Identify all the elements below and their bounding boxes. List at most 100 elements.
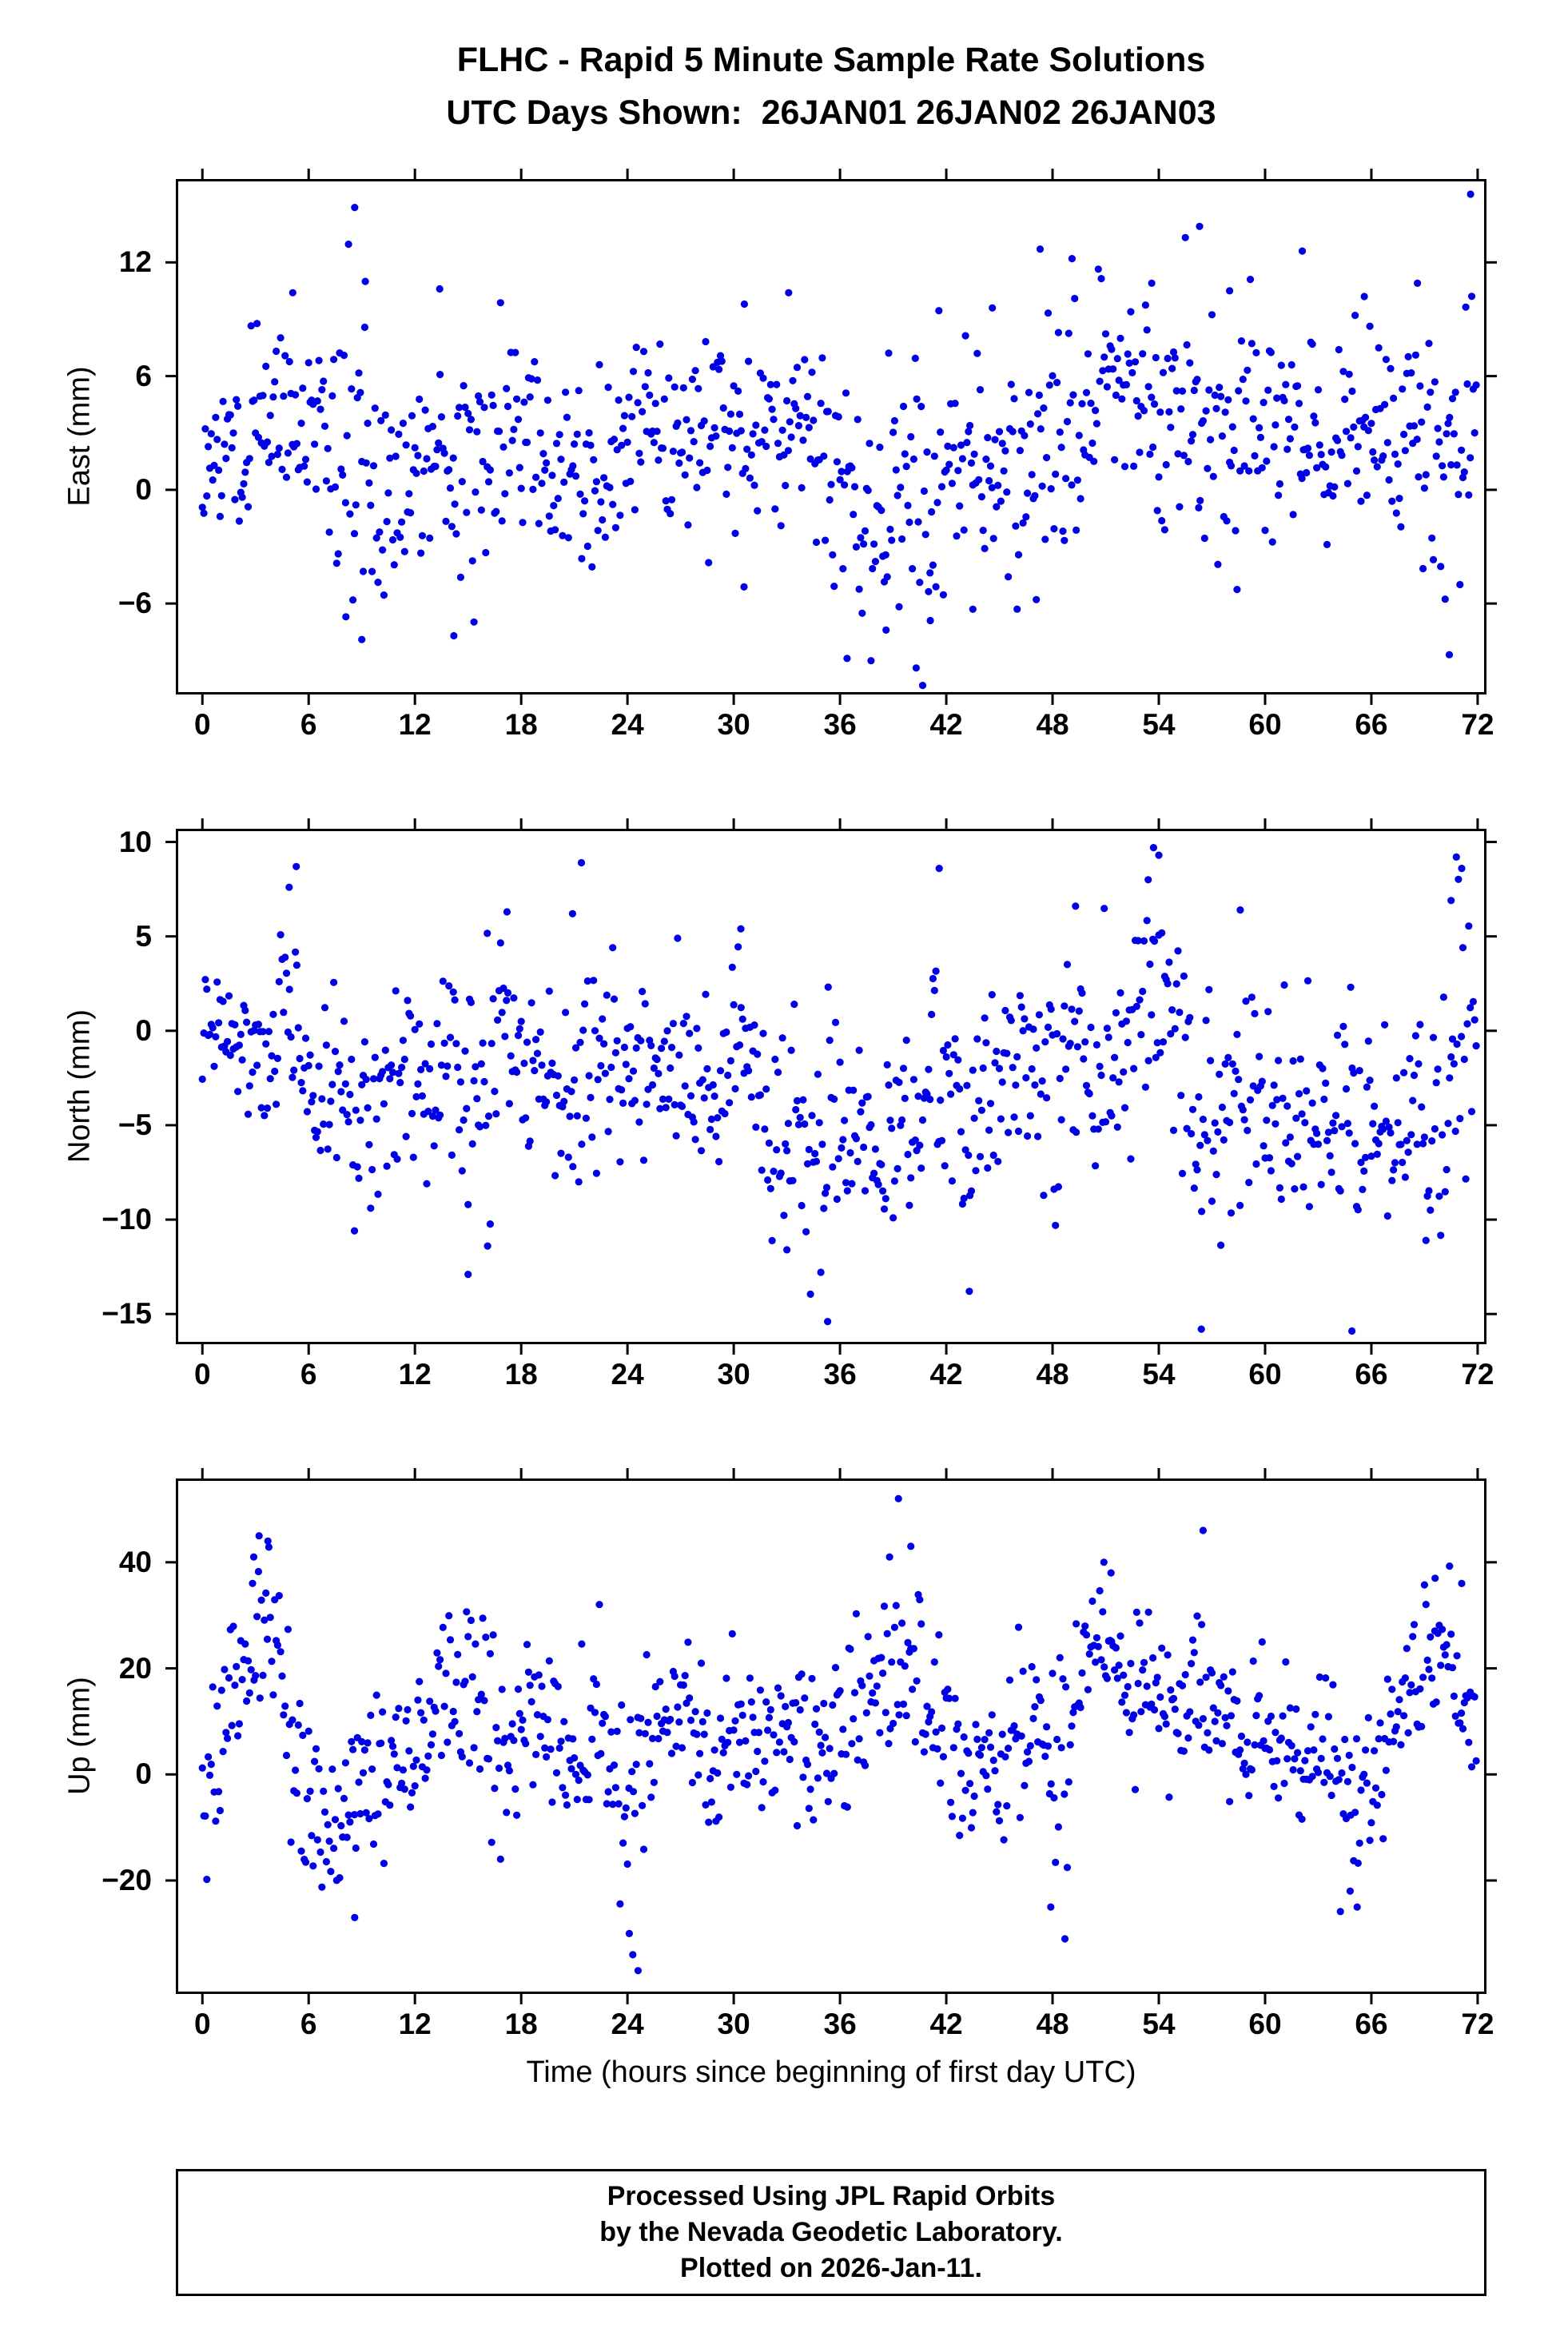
- scatter-point: [1460, 1055, 1468, 1064]
- scatter-point: [911, 1737, 919, 1746]
- scatter-point: [1195, 1721, 1203, 1729]
- scatter-point: [1371, 1784, 1380, 1792]
- scatter-point: [552, 1091, 561, 1100]
- scatter-point: [1001, 1753, 1009, 1761]
- scatter-point: [1422, 1601, 1430, 1609]
- scatter-point: [427, 1040, 436, 1049]
- scatter-point: [1418, 1722, 1426, 1730]
- scatter-point: [1331, 1745, 1339, 1753]
- scatter-point: [1019, 1027, 1027, 1035]
- scatter-point: [289, 1073, 296, 1081]
- scatter-point: [994, 1157, 1002, 1165]
- scatter-point: [543, 1753, 551, 1761]
- scatter-point: [1410, 1071, 1419, 1080]
- scatter-point: [365, 1140, 373, 1148]
- scatter-point: [683, 416, 690, 424]
- scatter-point: [1131, 1785, 1140, 1793]
- scatter-point: [1470, 1693, 1478, 1701]
- scatter-point: [1214, 1709, 1222, 1717]
- scatter-point: [662, 497, 670, 505]
- scatter-point: [568, 909, 576, 917]
- scatter-point: [975, 1096, 983, 1104]
- scatter-point: [703, 1709, 711, 1717]
- scatter-point: [499, 984, 507, 993]
- scatter-point: [238, 1056, 246, 1064]
- scatter-point: [1057, 1744, 1065, 1752]
- scatter-point: [1205, 1746, 1213, 1754]
- scatter-point: [783, 1246, 791, 1254]
- scatter-point: [1232, 527, 1240, 535]
- scatter-point: [1148, 1011, 1156, 1019]
- scatter-point: [388, 1061, 396, 1069]
- scatter-point: [569, 462, 577, 470]
- scatter-point: [655, 1069, 663, 1077]
- scatter-point: [1180, 972, 1188, 980]
- scatter-point: [1169, 1126, 1178, 1134]
- scatter-point: [1428, 534, 1436, 542]
- scatter-point: [1149, 1654, 1157, 1662]
- x-tick-label: 48: [1036, 2008, 1069, 2040]
- scatter-point: [332, 559, 340, 567]
- scatter-point: [1357, 497, 1365, 505]
- scatter-point: [969, 1066, 977, 1074]
- scatter-point: [1100, 1663, 1108, 1671]
- scatter-point: [301, 1034, 310, 1042]
- scatter-point: [409, 1153, 417, 1161]
- scatter-point: [662, 1104, 670, 1112]
- scatter-point: [350, 1227, 359, 1235]
- scatter-point: [731, 1717, 739, 1725]
- x-tick-label: 66: [1355, 708, 1388, 741]
- scatter-point: [377, 416, 385, 424]
- scatter-point: [824, 1797, 832, 1805]
- scatter-point: [650, 1778, 659, 1786]
- scatter-point: [1431, 1124, 1439, 1133]
- x-tick-label: 24: [611, 708, 644, 741]
- scatter-point: [876, 444, 884, 452]
- scatter-point: [1443, 430, 1451, 438]
- scatter-point: [873, 1682, 881, 1690]
- scatter-point: [253, 1613, 261, 1621]
- scatter-point: [203, 1876, 211, 1884]
- scatter-point: [416, 1020, 424, 1028]
- scatter-point: [632, 1044, 640, 1052]
- scatter-point: [322, 1041, 330, 1049]
- scatter-point: [745, 1772, 753, 1780]
- scatter-point: [1082, 388, 1091, 396]
- scatter-point: [789, 376, 797, 384]
- scatter-point: [854, 1756, 862, 1764]
- scatter-point: [629, 1951, 637, 1959]
- scatter-point: [1236, 467, 1244, 475]
- scatter-point: [1331, 1127, 1339, 1135]
- scatter-point: [330, 978, 338, 986]
- scatter-point: [961, 1786, 969, 1794]
- scatter-point: [944, 1685, 952, 1693]
- scatter-point: [1472, 381, 1480, 389]
- scatter-point: [939, 1753, 947, 1761]
- scatter-point: [562, 388, 570, 396]
- scatter-point: [392, 452, 400, 460]
- scatter-point: [1057, 1116, 1065, 1124]
- x-tick-label: 54: [1142, 1358, 1176, 1391]
- scatter-point: [1146, 450, 1154, 458]
- scatter-point: [470, 618, 478, 626]
- scatter-point: [899, 1700, 908, 1708]
- scatter-point: [513, 395, 521, 403]
- scatter-point: [379, 1708, 387, 1716]
- scatter-point: [855, 1735, 863, 1743]
- scatter-point: [468, 1140, 476, 1148]
- scatter-point: [275, 444, 283, 452]
- scatter-point: [1111, 1666, 1119, 1674]
- scatter-point: [285, 883, 293, 891]
- scatter-point: [993, 503, 1001, 511]
- scatter-point: [249, 1069, 257, 1077]
- scatter-point: [1391, 1159, 1399, 1167]
- scatter-point: [758, 438, 766, 446]
- scatter-point: [611, 523, 620, 531]
- scatter-point: [514, 1032, 523, 1040]
- scatter-point: [1310, 412, 1318, 420]
- scatter-point: [1434, 1065, 1442, 1073]
- scatter-point: [411, 1025, 419, 1033]
- scatter-point: [547, 1745, 555, 1753]
- scatter-point: [533, 1049, 542, 1057]
- scatter-point: [599, 515, 607, 524]
